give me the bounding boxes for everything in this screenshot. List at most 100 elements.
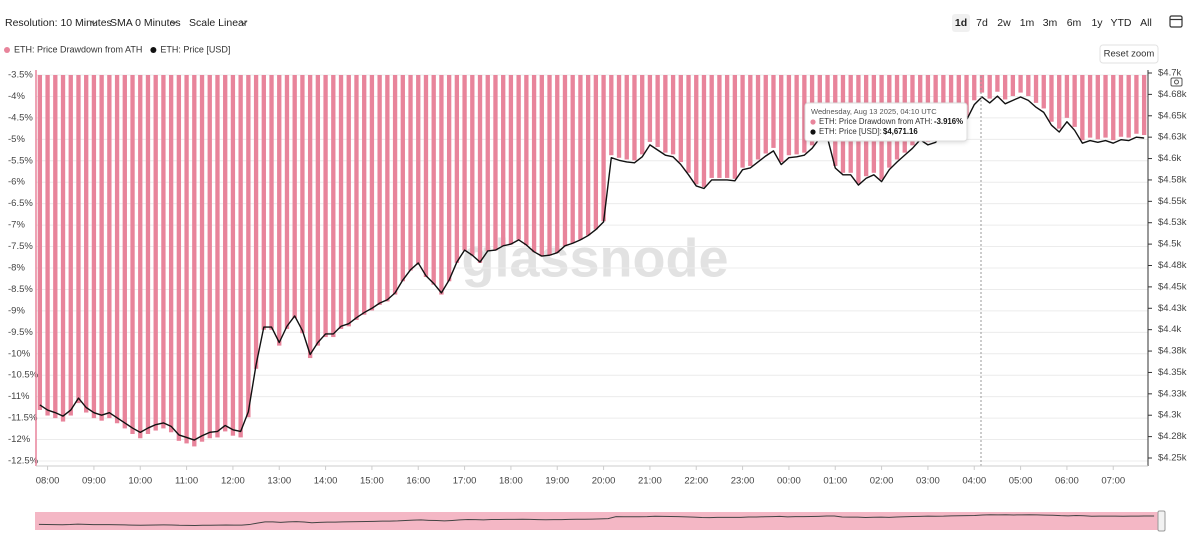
range-button[interactable]: 3m [1043,17,1058,29]
bar [771,75,776,148]
tooltip: Wednesday, Aug 13 2025, 04:10 UTC ETH: P… [804,76,982,466]
background: glassnode [36,74,1148,462]
x-tick-label: 12:00 [221,476,245,487]
bar [114,75,120,424]
navigator-bg [35,512,1158,530]
bar [1111,75,1116,141]
bar [338,75,344,329]
bar [470,75,475,256]
calendar-button[interactable] [1169,15,1183,28]
bar [454,75,460,263]
bar [431,75,436,285]
y-tick-label: -9.5% [8,327,33,338]
bar [331,75,336,338]
y-tick-label: -12% [8,434,31,445]
y-tick-label: -6% [8,177,25,188]
bar [53,75,58,419]
bar [1026,75,1031,97]
y-tick-label: -7.5% [8,241,33,252]
bar [400,75,405,282]
bar [1134,75,1139,134]
bar [300,75,305,334]
bar [748,75,753,166]
legend-swatch [4,47,10,53]
range-button[interactable]: 2w [997,17,1011,29]
bar [755,75,761,160]
bar [562,75,568,247]
x-tick-label: 07:00 [1101,476,1125,487]
calendar-icon [1169,15,1183,28]
range-button[interactable]: 1m [1020,17,1035,29]
bar [979,75,985,93]
bar [670,75,676,155]
bar [107,75,112,419]
bar [941,75,946,130]
tooltip-label: ETH: Price Drawdown from ATH: [819,117,932,126]
y2-tick-label: $4.3k [1158,410,1181,421]
bar [307,75,313,359]
bar [609,75,614,156]
tooltip-box [804,102,968,142]
bar [547,75,552,256]
bar [678,75,683,163]
range-button[interactable]: All [1140,17,1152,29]
bar [408,75,413,271]
bar [794,75,799,155]
bar [477,75,483,263]
y2-tick-label: $4.63k [1158,132,1187,143]
bar [632,75,637,161]
bar [948,75,954,125]
bar [277,75,282,346]
y2-tick-label: $4.38k [1158,346,1187,357]
camera-button[interactable] [1170,77,1183,87]
bar [238,75,243,438]
bar [261,75,266,330]
bar [601,75,606,222]
x-tick-label: 18:00 [499,476,523,487]
bar [145,75,151,434]
y-tick-label: -10.5% [8,370,39,381]
bar [655,75,660,148]
bar [130,75,135,434]
bar [1033,75,1039,103]
bar [585,75,591,236]
y-tick-label: -4.5% [8,112,33,123]
y-tick-label: -10% [8,348,31,359]
range-button[interactable]: 6m [1067,17,1082,29]
x-tick-label: 15:00 [360,476,384,487]
range-button[interactable]: YTD [1111,17,1132,29]
bar [1018,75,1023,93]
legend-label[interactable]: ETH: Price Drawdown from ATH [14,44,142,54]
bar [269,75,274,330]
range-button[interactable]: 1d [955,17,967,29]
bar [1057,75,1062,129]
bar [246,75,251,418]
bar [964,75,969,117]
bar [1103,75,1108,138]
reset-zoom-button[interactable] [1099,44,1159,64]
y-tick-label: -5% [8,134,25,145]
x-tick-label: 03:00 [916,476,940,487]
navigator-handle[interactable] [1157,510,1166,532]
scale-select[interactable]: Scale Linear [189,17,248,29]
x-tick-label: 10:00 [128,476,152,487]
bar [161,75,166,429]
resolution-select[interactable]: Resolution: 10 Minutes [5,17,112,29]
bar [516,75,521,240]
range-button[interactable]: 7d [976,17,988,29]
range-button[interactable]: 1y [1091,17,1103,29]
bar [423,75,429,278]
legend-label[interactable]: ETH: Price [USD] [160,44,230,54]
bar [1087,75,1093,138]
bar [385,75,390,302]
camera-icon [1174,79,1179,85]
bar [732,75,738,179]
sma-select[interactable]: SMA 0 Minutes [110,17,181,29]
y2-tick-label: $4.7k [1158,68,1181,79]
tooltip-dot [810,129,816,135]
bar [45,75,50,416]
tooltip-value: $4,671.16 [883,127,918,136]
bar [439,75,444,295]
y2-tick-label: $4.33k [1158,388,1187,399]
x-tick-label: 11:00 [175,476,198,487]
